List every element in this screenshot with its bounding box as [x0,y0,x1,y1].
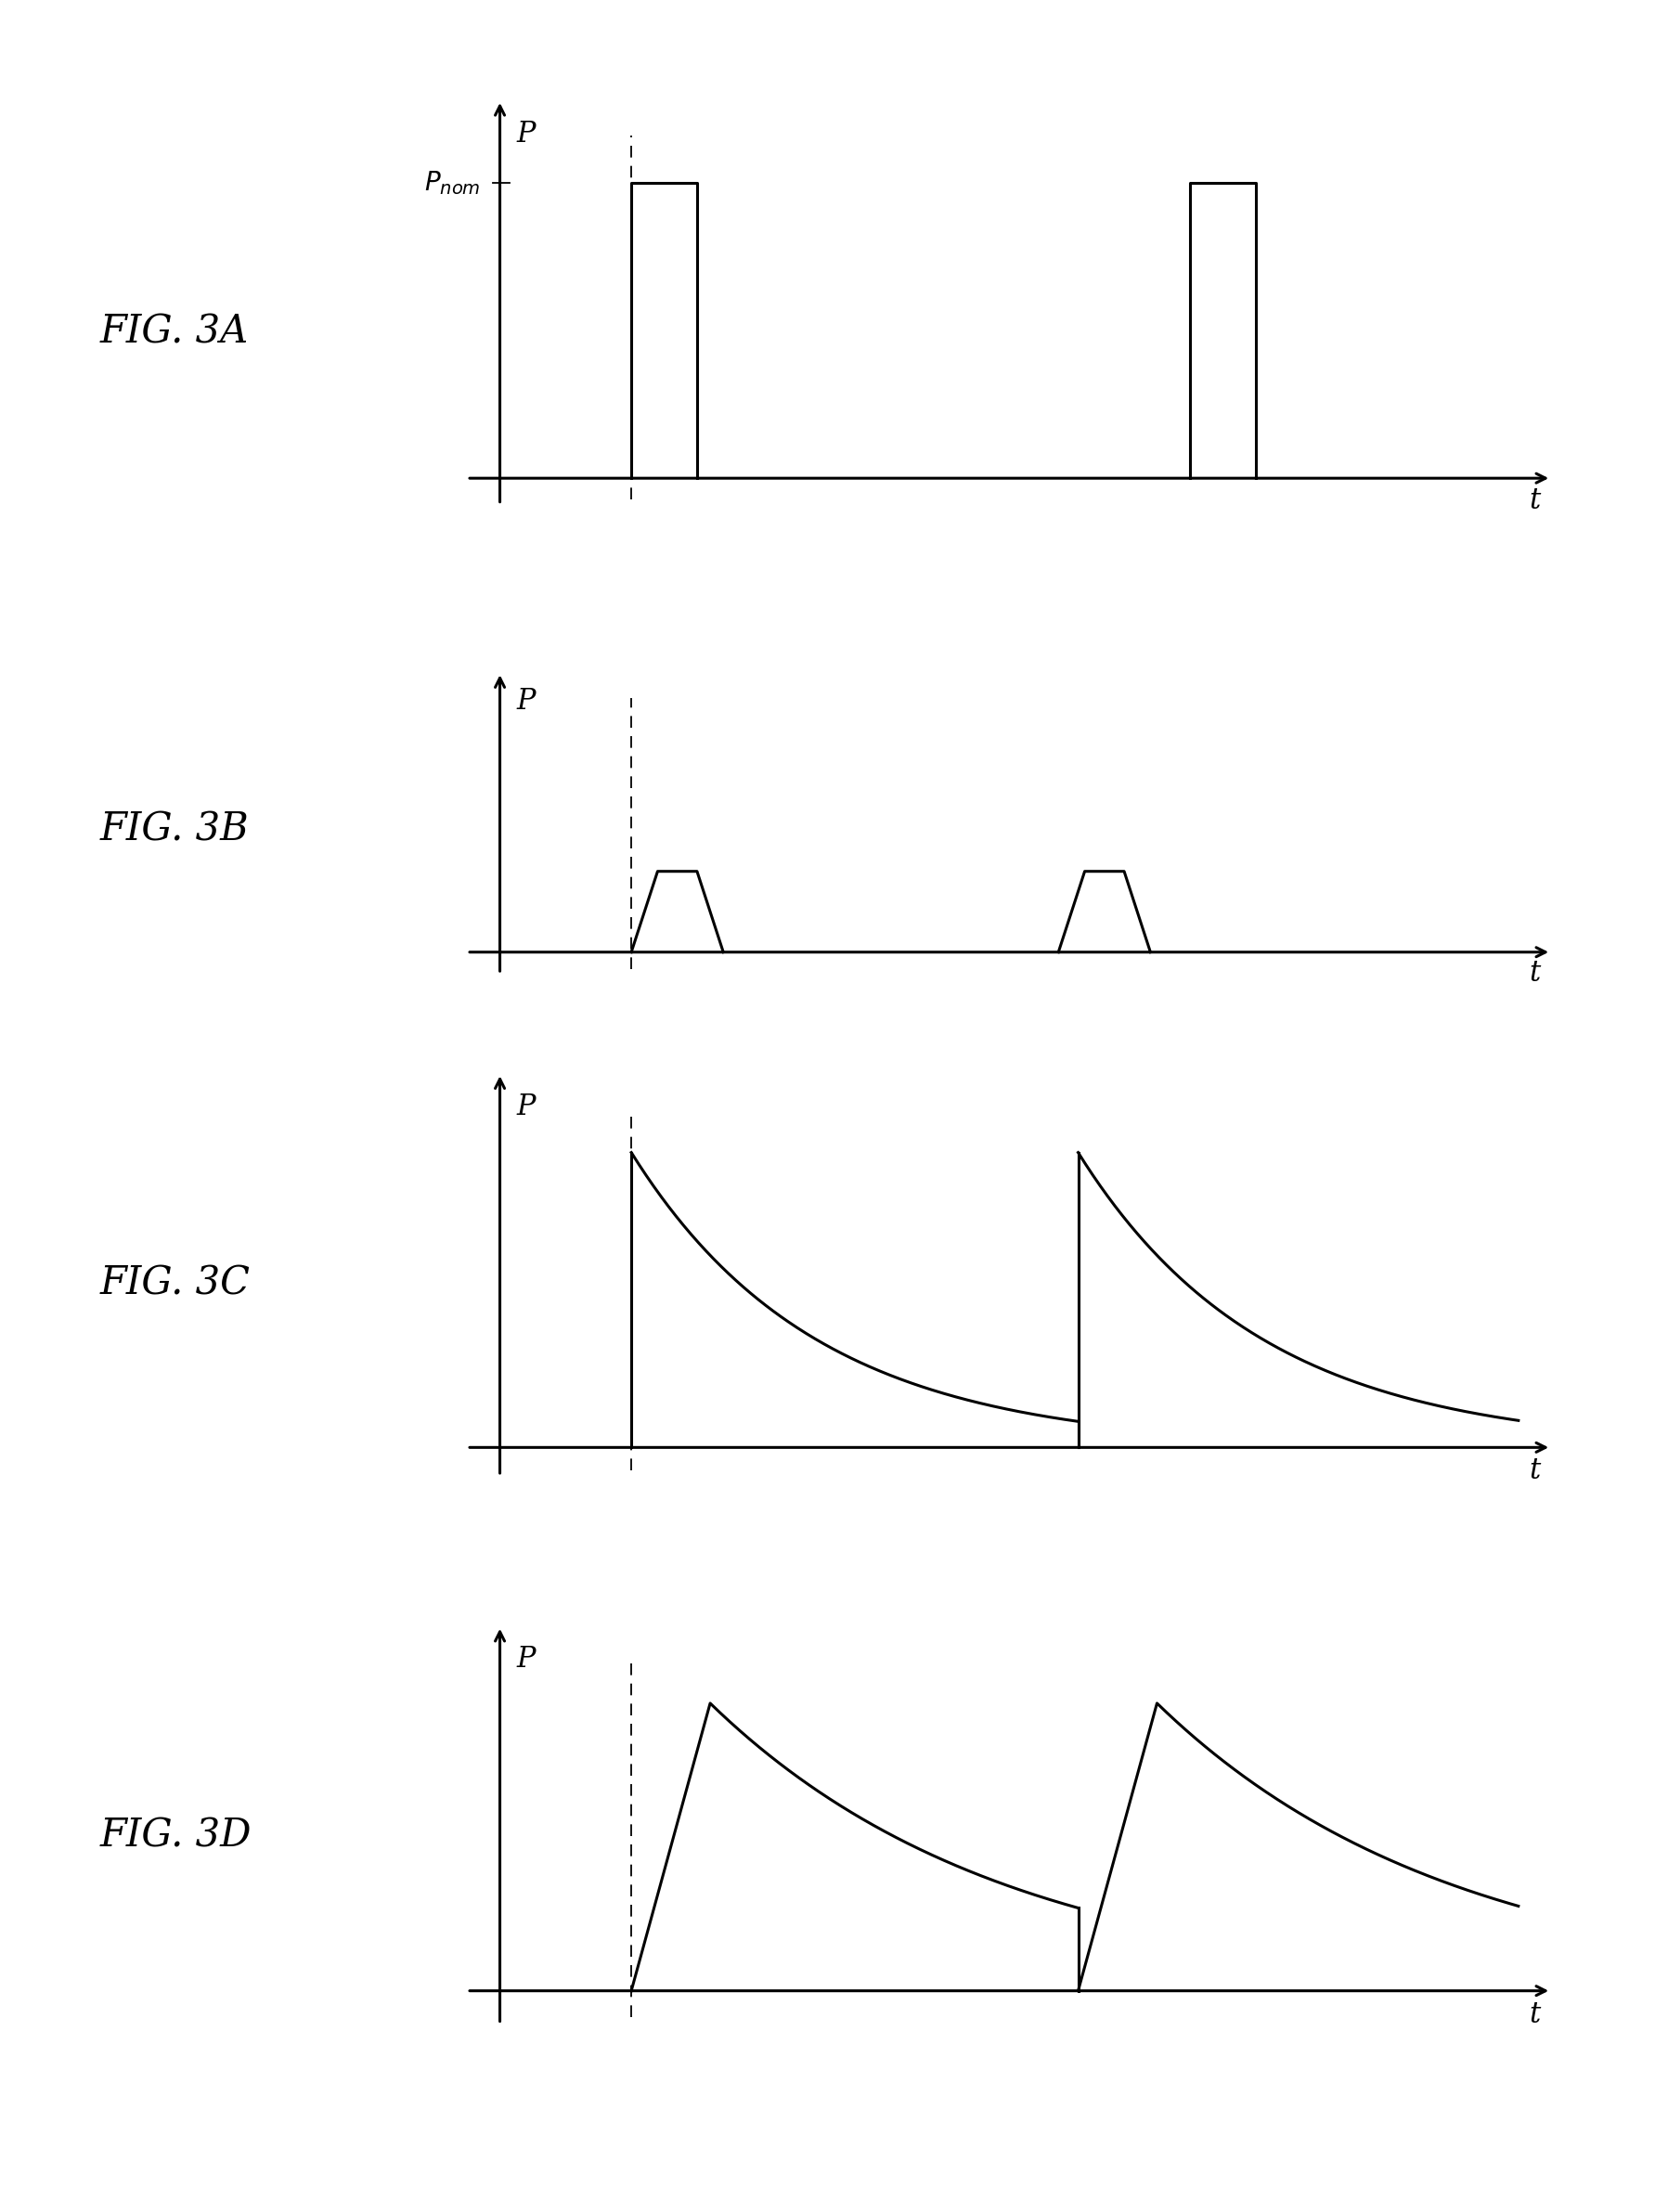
Text: t: t [1530,2000,1541,2031]
Text: P: P [517,1646,535,1674]
Text: t: t [1530,958,1541,987]
Text: P: P [517,686,535,714]
Text: FIG. 3A: FIG. 3A [100,312,249,352]
Text: P: P [517,119,535,148]
Text: P: P [517,1093,535,1121]
Text: t: t [1530,1455,1541,1484]
Text: $P_{nom}$: $P_{nom}$ [424,170,480,197]
Text: FIG. 3C: FIG. 3C [100,1263,250,1303]
Text: FIG. 3B: FIG. 3B [100,810,249,849]
Text: t: t [1530,487,1541,515]
Text: FIG. 3D: FIG. 3D [100,1816,252,1856]
